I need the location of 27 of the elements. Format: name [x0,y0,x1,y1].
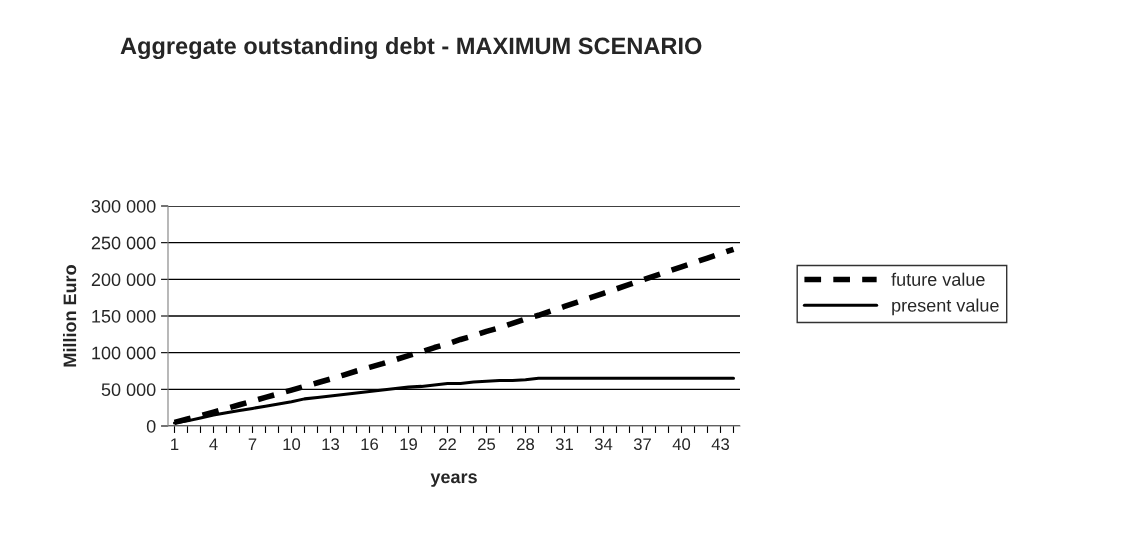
x-tick-label: 28 [517,438,535,451]
x-tick-label: 25 [478,438,496,451]
y-tick-label: 300 000 [91,199,156,213]
x-tick-label: 7 [248,438,257,450]
x-tick-label: 40 [672,438,691,451]
x-tick-label: 4 [209,438,218,450]
x-tick-label: 16 [361,438,379,451]
x-tick-label: 37 [633,438,651,451]
y-tick-label: 200 000 [91,273,156,287]
x-tick-label: 13 [322,438,340,451]
y-tick-label: 100 000 [92,346,156,360]
x-tick-label: 31 [555,438,573,451]
legend-label: future value [891,272,985,286]
legend-label: present value [892,298,999,316]
chart-title: Aggregate outstanding debt - MAXIMUM SCENARIO [120,36,702,60]
x-tick-label: 34 [594,438,613,451]
x-tick-label: 43 [711,438,730,451]
y-tick-label: 0 [146,419,156,433]
x-tick-label: 10 [283,438,301,451]
x-tick-label: 22 [439,438,456,450]
y-tick-label: 250 000 [91,236,156,250]
x-tick-label: 1 [171,438,179,450]
y-tick-label: 50 000 [101,383,156,397]
y-axis-title: Million Euro [62,265,77,367]
x-axis-title: years [430,473,477,487]
y-tick-label: 150 000 [92,309,156,323]
x-tick-label: 19 [400,438,417,451]
